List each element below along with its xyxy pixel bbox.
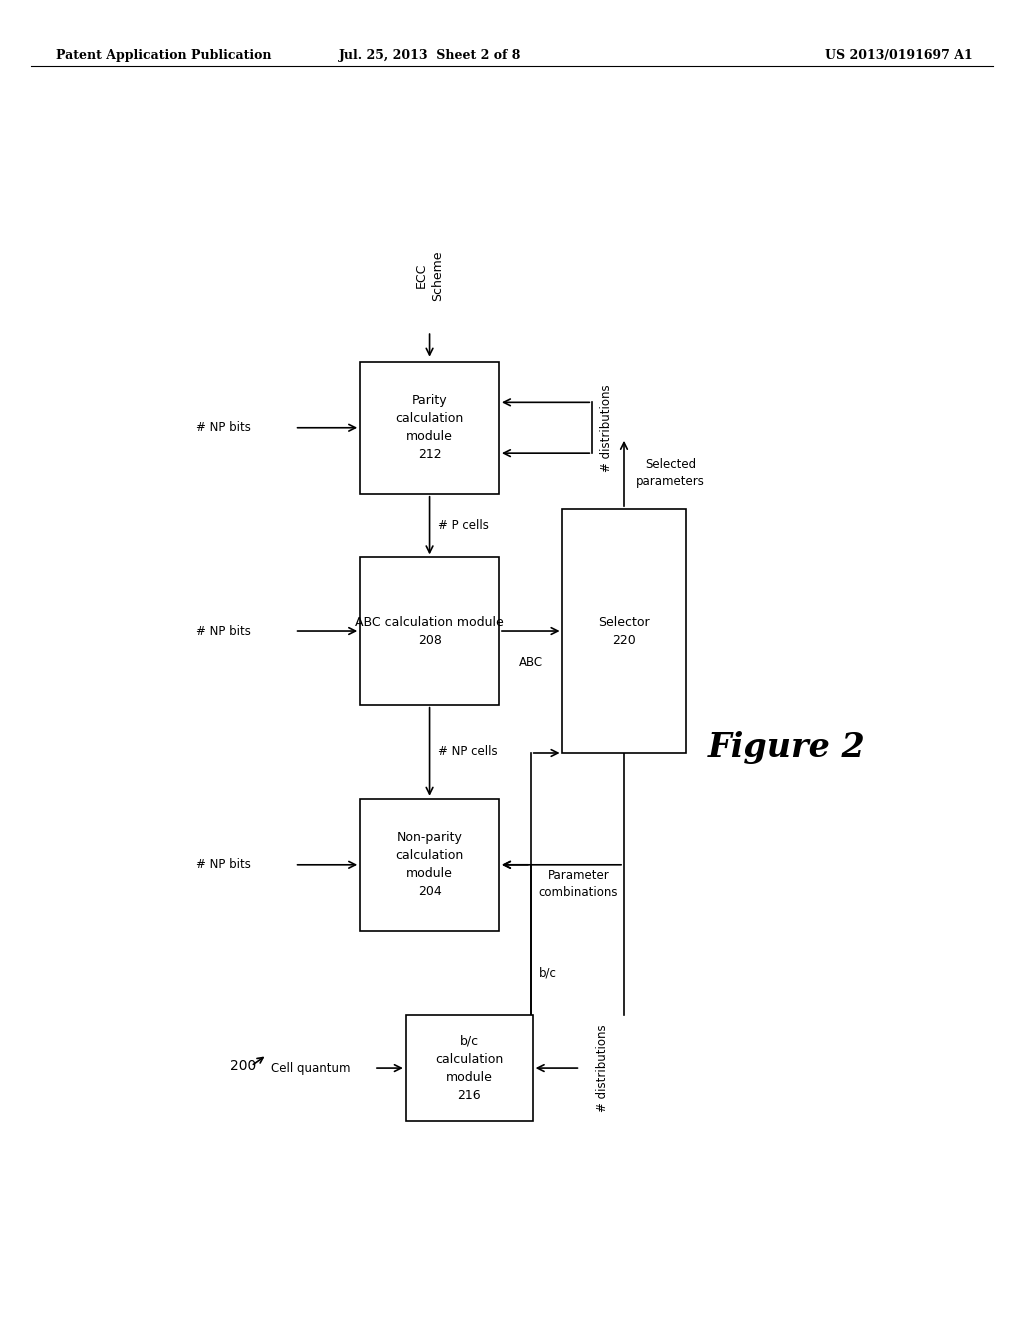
Bar <box>360 799 499 931</box>
Bar <box>360 362 499 494</box>
Text: # NP bits: # NP bits <box>197 624 251 638</box>
Text: Cell quantum: Cell quantum <box>270 1061 350 1074</box>
Text: Figure 2: Figure 2 <box>708 731 865 764</box>
Text: Parity
calculation
module
212: Parity calculation module 212 <box>395 395 464 461</box>
Text: Non-parity
calculation
module
204: Non-parity calculation module 204 <box>395 832 464 899</box>
Bar <box>406 1015 532 1122</box>
Text: ECC
Scheme: ECC Scheme <box>415 249 444 301</box>
Text: 200: 200 <box>230 1059 256 1073</box>
Text: US 2013/0191697 A1: US 2013/0191697 A1 <box>825 49 973 62</box>
Text: Selector
220: Selector 220 <box>598 615 650 647</box>
Text: # NP cells: # NP cells <box>437 746 497 758</box>
Text: ABC: ABC <box>519 656 543 669</box>
Text: Patent Application Publication: Patent Application Publication <box>56 49 271 62</box>
Bar <box>360 557 499 705</box>
Text: ABC calculation module
208: ABC calculation module 208 <box>355 615 504 647</box>
Bar <box>562 510 685 752</box>
Text: # distributions: # distributions <box>600 384 613 471</box>
Text: b/c: b/c <box>539 966 557 979</box>
Text: b/c
calculation
module
216: b/c calculation module 216 <box>435 1035 504 1102</box>
Text: Parameter
combinations: Parameter combinations <box>539 869 618 899</box>
Text: Jul. 25, 2013  Sheet 2 of 8: Jul. 25, 2013 Sheet 2 of 8 <box>339 49 521 62</box>
Text: # distributions: # distributions <box>596 1024 609 1111</box>
Text: # NP bits: # NP bits <box>197 421 251 434</box>
Text: # NP bits: # NP bits <box>197 858 251 871</box>
Text: # P cells: # P cells <box>437 519 488 532</box>
Text: Selected
parameters: Selected parameters <box>636 458 705 488</box>
